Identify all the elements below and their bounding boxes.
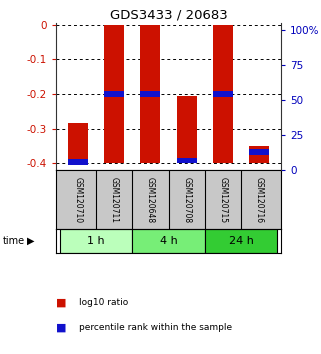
- Text: 1 h: 1 h: [87, 236, 105, 246]
- Text: GSM120708: GSM120708: [182, 177, 191, 223]
- Title: GDS3433 / 20683: GDS3433 / 20683: [110, 9, 227, 22]
- Bar: [141, 25, 160, 163]
- Text: percentile rank within the sample: percentile rank within the sample: [79, 323, 232, 332]
- Bar: [60, 229, 132, 253]
- Bar: [141, 91, 160, 97]
- Bar: [104, 25, 124, 163]
- Text: ■: ■: [56, 298, 67, 308]
- Bar: [205, 229, 277, 253]
- Bar: [249, 149, 269, 155]
- Bar: [249, 146, 269, 163]
- Text: GSM120711: GSM120711: [110, 177, 119, 223]
- Bar: [104, 91, 124, 97]
- Bar: [177, 158, 196, 163]
- Bar: [213, 25, 233, 163]
- Text: log10 ratio: log10 ratio: [79, 298, 128, 307]
- Bar: [177, 96, 196, 163]
- Bar: [68, 159, 88, 165]
- Text: 4 h: 4 h: [160, 236, 178, 246]
- Text: 24 h: 24 h: [229, 236, 254, 246]
- Bar: [132, 229, 205, 253]
- Bar: [213, 91, 233, 97]
- Text: time: time: [3, 236, 25, 246]
- Text: GSM120648: GSM120648: [146, 177, 155, 223]
- Bar: [68, 124, 88, 163]
- Text: GSM120716: GSM120716: [255, 177, 264, 223]
- Text: GSM120715: GSM120715: [218, 177, 227, 223]
- Text: ■: ■: [56, 322, 67, 332]
- Text: GSM120710: GSM120710: [74, 177, 82, 223]
- Text: ▶: ▶: [27, 236, 35, 246]
